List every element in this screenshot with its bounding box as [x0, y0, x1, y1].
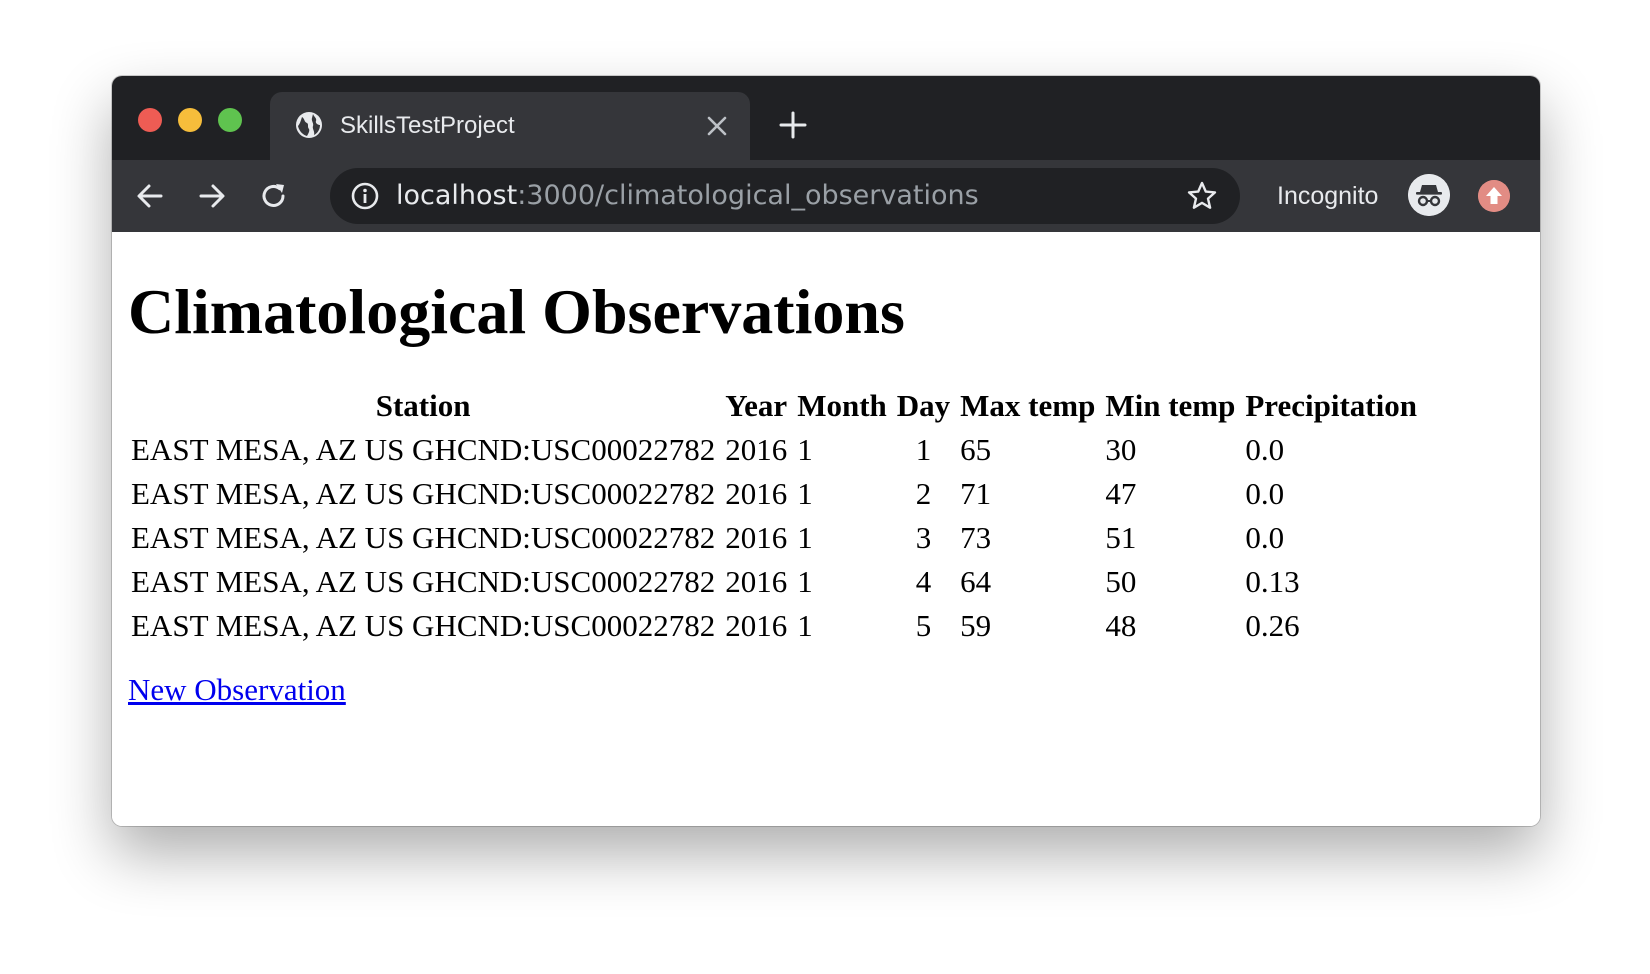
toolbar: localhost:3000/climatological_observatio…: [112, 160, 1540, 232]
max-temp-cell: 73: [960, 520, 992, 555]
station-cell: EAST MESA, AZ US GHCND:USC00022782: [131, 564, 716, 599]
close-icon[interactable]: [706, 115, 728, 137]
url-host: localhost: [396, 180, 518, 211]
precipitation-cell: 0.0: [1245, 476, 1285, 511]
day-cell: 4: [915, 564, 932, 599]
min-temp-cell: 30: [1105, 432, 1137, 467]
max-temp-cell: 64: [960, 564, 992, 599]
month-cell: 1: [797, 476, 813, 511]
station-cell: EAST MESA, AZ US GHCND:USC00022782: [131, 476, 716, 511]
table-row: EAST MESA, AZ US GHCND:USC00022782 2016 …: [126, 516, 1422, 560]
column-header-day: Day: [896, 388, 951, 423]
browser-tab[interactable]: SkillsTestProject: [270, 92, 750, 160]
precipitation-cell: 0.0: [1245, 432, 1285, 467]
column-header-month: Month: [797, 388, 887, 423]
title-bar: SkillsTestProject: [112, 76, 1540, 160]
incognito-icon[interactable]: [1408, 174, 1450, 216]
star-icon[interactable]: [1186, 180, 1218, 212]
year-cell: 2016: [725, 476, 788, 511]
precipitation-cell: 0.26: [1245, 608, 1300, 643]
browser-window: SkillsTestProject localhost:3000/cli: [112, 76, 1540, 826]
min-temp-cell: 50: [1105, 564, 1137, 599]
year-cell: 2016: [725, 432, 788, 467]
info-icon[interactable]: [350, 181, 380, 211]
column-header-year: Year: [725, 388, 788, 423]
url-path: :3000/climatological_observations: [517, 180, 979, 211]
max-temp-cell: 65: [960, 432, 992, 467]
column-header-station: Station: [375, 388, 471, 423]
reload-icon[interactable]: [258, 180, 290, 212]
precipitation-cell: 0.0: [1245, 520, 1285, 555]
maximize-window-button[interactable]: [218, 108, 242, 132]
close-window-button[interactable]: [138, 108, 162, 132]
station-cell: EAST MESA, AZ US GHCND:USC00022782: [131, 520, 716, 555]
minimize-window-button[interactable]: [178, 108, 202, 132]
day-cell: 2: [915, 476, 932, 511]
page-title: Climatological Observations: [128, 276, 905, 347]
year-cell: 2016: [725, 564, 788, 599]
new-observation-link[interactable]: New Observation: [128, 672, 346, 707]
table-row: EAST MESA, AZ US GHCND:USC00022782 2016 …: [126, 604, 1422, 648]
precipitation-cell: 0.13: [1245, 564, 1300, 599]
back-icon[interactable]: [134, 180, 166, 212]
min-temp-cell: 51: [1105, 520, 1137, 555]
globe-icon: [296, 112, 322, 138]
table-row: EAST MESA, AZ US GHCND:USC00022782 2016 …: [126, 428, 1422, 472]
max-temp-cell: 71: [960, 476, 992, 511]
url-text[interactable]: localhost:3000/climatological_observatio…: [396, 180, 979, 212]
observations-table: Station Year Month Day Max temp Min temp…: [126, 384, 1422, 648]
plus-icon[interactable]: [778, 110, 808, 140]
day-cell: 3: [915, 520, 932, 555]
column-header-max-temp: Max temp: [960, 388, 1096, 423]
address-bar[interactable]: localhost:3000/climatological_observatio…: [330, 168, 1240, 224]
max-temp-cell: 59: [960, 608, 992, 643]
year-cell: 2016: [725, 608, 788, 643]
incognito-label: Incognito: [1277, 182, 1379, 210]
year-cell: 2016: [725, 520, 788, 555]
update-icon[interactable]: [1478, 180, 1510, 212]
tab-title: SkillsTestProject: [340, 112, 515, 139]
table-row: EAST MESA, AZ US GHCND:USC00022782 2016 …: [126, 560, 1422, 604]
day-cell: 1: [915, 432, 932, 467]
day-cell: 5: [915, 608, 932, 643]
page-content: Climatological Observations Station Year…: [112, 232, 1540, 826]
column-header-min-temp: Min temp: [1105, 388, 1236, 423]
table-row: EAST MESA, AZ US GHCND:USC00022782 2016 …: [126, 472, 1422, 516]
min-temp-cell: 47: [1105, 476, 1137, 511]
station-cell: EAST MESA, AZ US GHCND:USC00022782: [131, 608, 716, 643]
table-header-row: Station Year Month Day Max temp Min temp…: [126, 384, 1422, 428]
month-cell: 1: [797, 564, 813, 599]
station-cell: EAST MESA, AZ US GHCND:USC00022782: [131, 432, 716, 467]
forward-icon[interactable]: [196, 180, 228, 212]
column-header-precipitation: Precipitation: [1245, 388, 1417, 423]
min-temp-cell: 48: [1105, 608, 1137, 643]
month-cell: 1: [797, 520, 813, 555]
month-cell: 1: [797, 432, 813, 467]
month-cell: 1: [797, 608, 813, 643]
